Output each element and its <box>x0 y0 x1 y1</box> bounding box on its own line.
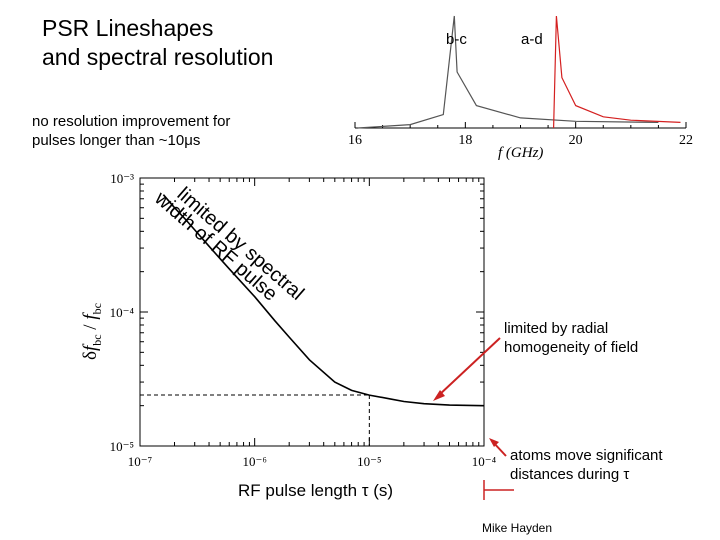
x-tick-label: 10⁻⁶ <box>242 454 266 469</box>
x-tick-label: 10⁻⁵ <box>357 454 381 469</box>
annotation-line2: width of RF pulse <box>150 187 282 306</box>
spectrum-ticks: 16 18 20 22 <box>348 122 693 148</box>
radial-homogeneity-note: limited by radial homogeneity of field <box>504 319 638 357</box>
atom-motion-note: atoms move significant distances during … <box>510 446 663 484</box>
dashed-guides <box>140 394 370 446</box>
spectrum-tick-label: 20 <box>569 133 583 148</box>
radial-arrow-head <box>433 390 445 401</box>
x-tick-label: 10⁻⁷ <box>128 454 152 469</box>
y-tick-label: 10⁻³ <box>110 171 134 186</box>
spectrum-line-a-d <box>553 15 681 129</box>
slide-title-line1: PSR Lineshapes <box>42 15 214 41</box>
atom-motion-note-line1: atoms move significant <box>510 447 663 464</box>
slide-title-line2: and spectral resolution <box>42 44 274 70</box>
atom-motion-note-line2: distances during τ <box>510 466 630 483</box>
resolution-note: no resolution improvement for pulses lon… <box>32 112 230 150</box>
y-tick-label: 10⁻⁵ <box>110 439 134 454</box>
spectrum-line-b-c <box>357 15 659 129</box>
spectrum-tick-label: 16 <box>348 133 362 148</box>
resolution-note-line2: pulses longer than ~10μs <box>32 132 201 149</box>
radial-homogeneity-note-line1: limited by radial <box>504 320 609 337</box>
annotation-arrows <box>433 337 514 500</box>
resolution-curve <box>162 194 485 407</box>
log-chart-y-axis-title: δfbc / fbc <box>80 303 104 360</box>
y-tick-label: 10⁻⁴ <box>110 305 135 320</box>
x-tick-label: 10⁻⁴ <box>472 454 497 469</box>
series-label-a-d: a-d <box>521 31 543 48</box>
motion-arrow-head <box>489 438 499 447</box>
slide-title: PSR Lineshapes and spectral resolution <box>42 14 273 72</box>
log-chart-ticks <box>139 178 484 447</box>
spectrum-tick-label: 22 <box>679 133 693 148</box>
resolution-chart: 10⁻⁷ 10⁻⁶ 10⁻⁵ 10⁻⁴10⁻³10⁻⁴10⁻⁵ δfbc / fbc … <box>80 171 497 469</box>
series-label-b-c: b-c <box>446 31 467 48</box>
annotation-line1: limited by spectral <box>173 183 308 305</box>
spectrum-chart: 16 18 20 22 b-c a-d f (GHz) <box>348 15 693 161</box>
radial-arrow-line <box>437 337 501 397</box>
spectrum-lines <box>357 15 681 129</box>
resolution-note-line1: no resolution improvement for <box>32 113 231 130</box>
spectral-width-annotation: limited by spectral width of RF pulse <box>150 183 308 306</box>
log-chart-tick-labels: 10⁻⁷ 10⁻⁶ 10⁻⁵ 10⁻⁴ 10⁻³ 10⁻⁴ 10⁻⁵ <box>110 171 497 469</box>
spectrum-x-axis-title: f (GHz) <box>498 145 543 161</box>
author-credit: Mike Hayden <box>482 521 553 535</box>
spectrum-tick-label: 18 <box>458 133 472 148</box>
radial-homogeneity-note-line2: homogeneity of field <box>504 339 639 356</box>
log-chart-x-axis-title: RF pulse length τ (s) <box>238 481 394 500</box>
